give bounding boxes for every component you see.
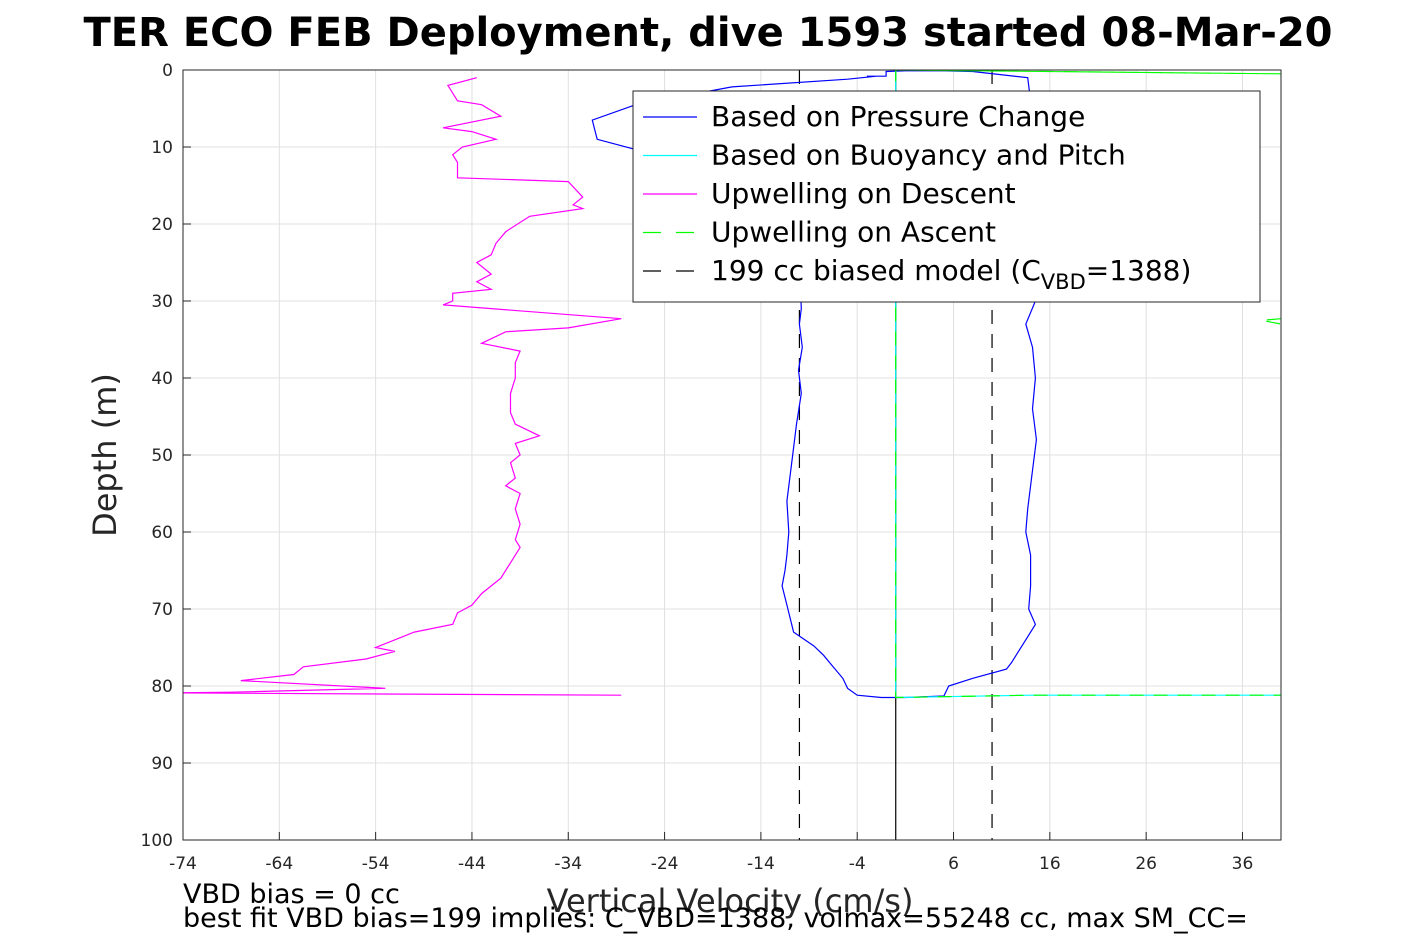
y-tick-label: 60 — [151, 523, 173, 543]
series-line — [183, 77, 622, 696]
x-tick-label: 6 — [948, 854, 959, 874]
y-tick-label: 0 — [162, 61, 173, 81]
legend-label: Based on Buoyancy and Pitch — [711, 139, 1126, 172]
y-tick-label: 90 — [151, 754, 173, 774]
x-tick-label: -4 — [849, 854, 866, 874]
y-axis-label: Depth (m) — [86, 373, 124, 537]
x-tick-label: 16 — [1039, 854, 1061, 874]
y-tick-label: 30 — [151, 292, 173, 312]
x-axis-label: Vertical Velocity (cm/s) — [547, 882, 914, 920]
legend: Based on Pressure Change Based on Buoyanc… — [632, 90, 1261, 303]
y-tick-label: 10 — [151, 138, 173, 158]
series-line — [895, 70, 1281, 699]
legend-box — [632, 90, 1261, 303]
y-tick-label: 80 — [151, 677, 173, 697]
x-tick-label: 26 — [1135, 854, 1157, 874]
series-line — [1261, 318, 1281, 325]
y-tick-label: 50 — [151, 446, 173, 466]
legend-label: Upwelling on Ascent — [711, 216, 996, 249]
legend-label: Upwelling on Descent — [711, 177, 1016, 210]
chart-title: TER ECO FEB Deployment, dive 1593 starte… — [83, 10, 1332, 56]
x-tick-label: -54 — [362, 854, 390, 874]
y-tick-labels: 0 10 20 30 40 50 60 70 80 90 100 — [141, 61, 173, 851]
y-tick-label: 70 — [151, 600, 173, 620]
footer-vbd-bias: VBD bias = 0 cc — [183, 879, 400, 910]
x-tick-labels: -74 -64 -54 -44 -34 -24 -14 -4 6 16 26 36 — [169, 854, 1253, 874]
x-tick-label: -24 — [651, 854, 679, 874]
y-tick-label: 20 — [151, 215, 173, 235]
x-tick-label: -14 — [747, 854, 775, 874]
legend-label: Based on Pressure Change — [711, 100, 1085, 133]
x-tick-label: -44 — [458, 854, 486, 874]
x-tick-label: 36 — [1232, 854, 1254, 874]
y-tick-label: 40 — [151, 369, 173, 389]
y-tick-label: 100 — [141, 831, 173, 851]
x-tick-label: -64 — [265, 854, 293, 874]
x-tick-label: -34 — [554, 854, 582, 874]
x-tick-label: -74 — [169, 854, 197, 874]
plot-frame — [182, 69, 1282, 841]
footer-best-fit: best fit VBD bias=199 implies: C_VBD=138… — [183, 903, 1248, 934]
